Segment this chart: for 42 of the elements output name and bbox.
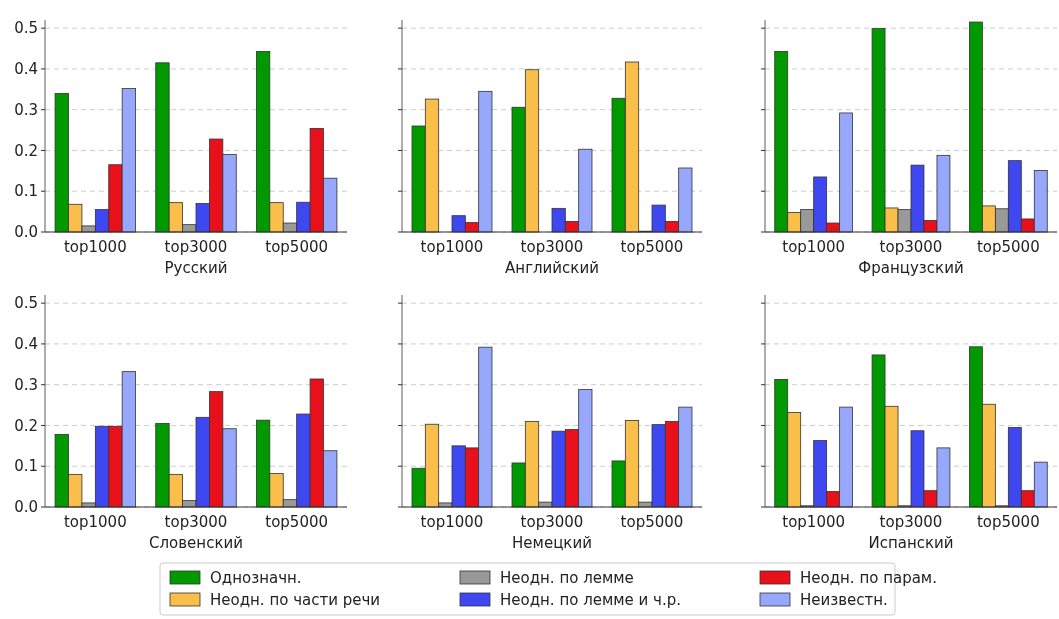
x-tick-label: top3000	[164, 513, 228, 531]
x-tick-label: top1000	[420, 238, 484, 256]
x-tick-label: top3000	[520, 513, 584, 531]
x-tick-label: top1000	[63, 513, 127, 531]
y-tick-label: 0.3	[14, 375, 38, 394]
x-tick-label: top5000	[265, 238, 329, 256]
y-tick-label: 0.1	[14, 182, 38, 201]
x-tick-label: top1000	[782, 238, 846, 256]
y-tick-label: 0.0	[14, 223, 38, 242]
x-tick-label: top1000	[63, 238, 127, 256]
legend-label: Неодн. по парам.	[800, 569, 937, 588]
legend-label: Неодн. по части речи	[210, 591, 381, 610]
y-tick-label: 0.0	[14, 498, 38, 517]
x-tick-label: top3000	[879, 513, 943, 531]
x-axis-title: Немецкий	[512, 534, 592, 552]
y-tick-label: 0.4	[14, 60, 38, 79]
x-tick-label: top1000	[782, 513, 846, 531]
x-tick-label: top5000	[265, 513, 329, 531]
x-axis-title: Испанский	[868, 534, 954, 552]
x-axis-title: Русский	[164, 259, 228, 277]
legend-label: Однозначн.	[210, 569, 302, 588]
x-tick-label: top3000	[164, 238, 228, 256]
x-tick-label: top5000	[620, 238, 684, 256]
y-tick-label: 0.5	[14, 19, 38, 38]
y-tick-label: 0.5	[14, 294, 38, 313]
legend-label: Неодн. по лемме	[500, 569, 634, 588]
y-tick-label: 0.2	[14, 141, 38, 160]
x-axis-title: Французский	[858, 259, 964, 277]
legend-label: Неодн. по лемме и ч.р.	[500, 591, 682, 610]
y-tick-label: 0.4	[14, 335, 38, 354]
y-tick-label: 0.2	[14, 416, 38, 435]
x-tick-label: top3000	[879, 238, 943, 256]
x-tick-label: top5000	[620, 513, 684, 531]
y-tick-label: 0.3	[14, 100, 38, 119]
x-tick-label: top3000	[520, 238, 584, 256]
legend-label: Неизвестн.	[800, 591, 888, 610]
y-tick-label: 0.1	[14, 457, 38, 476]
x-axis-title: Английский	[505, 259, 599, 277]
x-tick-label: top5000	[976, 513, 1040, 531]
x-tick-label: top1000	[420, 513, 484, 531]
x-tick-label: top5000	[976, 238, 1040, 256]
x-axis-title: Словенский	[149, 534, 243, 552]
